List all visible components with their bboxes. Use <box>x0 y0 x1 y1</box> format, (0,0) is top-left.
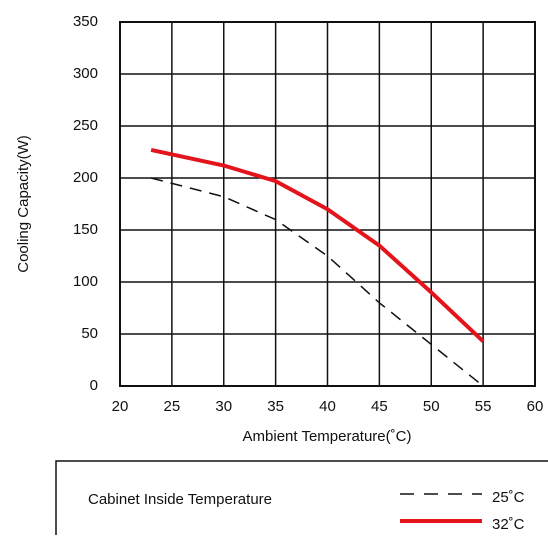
y-tick-label: 50 <box>81 325 98 342</box>
y-tick-label: 200 <box>73 169 98 186</box>
legend-label: 32˚C <box>492 516 525 533</box>
x-tick-label: 30 <box>215 398 232 415</box>
y-tick-label: 100 <box>73 273 98 290</box>
x-tick-label: 35 <box>267 398 284 415</box>
x-tick-label: 60 <box>527 398 544 415</box>
legend-label: 25˚C <box>492 489 525 506</box>
x-tick-label: 40 <box>319 398 336 415</box>
series-line <box>150 147 485 343</box>
x-tick-label: 55 <box>475 398 492 415</box>
y-tick-label: 0 <box>90 377 98 394</box>
y-tick-label: 300 <box>73 65 98 82</box>
x-tick-label: 20 <box>112 398 129 415</box>
y-tick-label: 350 <box>73 13 98 30</box>
series-line <box>150 177 484 387</box>
legend-title: Cabinet Inside Temperature <box>88 491 272 508</box>
legend-box <box>55 460 548 536</box>
x-tick-label: 25 <box>164 398 181 415</box>
y-tick-label: 250 <box>73 117 98 134</box>
x-axis-label: Ambient Temperature(˚C) <box>243 428 412 445</box>
x-tick-label: 50 <box>423 398 440 415</box>
x-tick-label: 45 <box>371 398 388 415</box>
y-axis-label: Cooling Capacity(W) <box>15 135 32 273</box>
y-tick-label: 150 <box>73 221 98 238</box>
plot-border <box>119 21 536 387</box>
